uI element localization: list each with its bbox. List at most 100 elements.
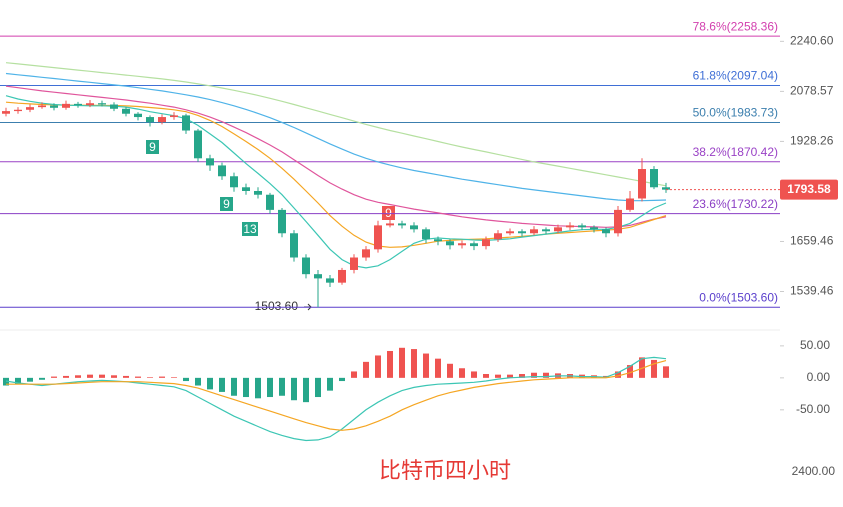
- macd-bar: [531, 372, 537, 378]
- macd-bar: [147, 377, 153, 378]
- candle-body: [230, 176, 238, 188]
- last-price-tag: [780, 179, 838, 200]
- macd-bar: [435, 358, 441, 378]
- td-marker-box: [220, 197, 233, 211]
- macd-bar: [87, 374, 93, 378]
- macd-bar: [363, 361, 369, 378]
- y-tick-label: 50.00: [800, 338, 830, 352]
- macd-bar: [135, 376, 141, 378]
- candle-body: [482, 239, 490, 247]
- candle-body: [98, 103, 106, 105]
- candle-body: [662, 187, 670, 190]
- candle-body: [602, 229, 610, 234]
- candle-body: [566, 225, 574, 228]
- candle-body: [38, 105, 46, 108]
- macd-bar: [447, 363, 453, 378]
- macd-bar: [231, 377, 237, 396]
- candle-body: [158, 117, 166, 123]
- macd-bar: [291, 377, 297, 401]
- moving-average: [5, 85, 667, 228]
- candle-body: [446, 241, 454, 246]
- y-tick-label: 1539.46: [790, 284, 834, 298]
- candle-body: [146, 117, 154, 123]
- candle-body: [2, 111, 10, 114]
- macd-bar: [399, 347, 405, 378]
- macd-bar: [111, 375, 117, 378]
- fib-label: 38.2%(1870.42): [693, 145, 778, 159]
- candle-body: [218, 165, 226, 177]
- candle-body: [326, 278, 334, 283]
- candle-body: [110, 104, 118, 109]
- candle-body: [494, 233, 502, 240]
- macd-bar: [423, 353, 429, 378]
- macd-bar: [51, 376, 57, 378]
- candle-body: [122, 108, 130, 114]
- macd-bar: [387, 350, 393, 378]
- bottom-axis-label: 2400.00: [792, 464, 836, 478]
- candle-body: [266, 194, 274, 210]
- candle-body: [614, 209, 622, 234]
- moving-average: [5, 62, 667, 187]
- candle-body: [530, 229, 538, 234]
- y-tick-label: 1928.26: [790, 134, 834, 148]
- candle-body: [470, 243, 478, 247]
- macd-bar: [375, 355, 381, 378]
- macd-bar: [195, 377, 201, 386]
- y-tick-label: 2240.60: [790, 34, 834, 48]
- candle-body: [170, 115, 178, 118]
- td-marker: 9: [223, 197, 230, 211]
- macd-bar: [15, 377, 21, 385]
- macd-bar: [615, 371, 621, 378]
- macd-bar: [27, 377, 33, 382]
- fib-label: 23.6%(1730.22): [693, 197, 778, 211]
- candle-body: [650, 169, 658, 188]
- candle-body: [206, 158, 214, 166]
- y-tick-label: 1659.46: [790, 234, 834, 248]
- candle-body: [338, 269, 346, 283]
- candle-body: [362, 249, 370, 258]
- candle-body: [590, 227, 598, 230]
- y-tick-label: 0.00: [807, 370, 831, 384]
- moving-average: [5, 72, 667, 202]
- moving-average: [5, 95, 667, 269]
- chart-title: 比特币四小时: [379, 458, 511, 483]
- td-marker-box: [242, 222, 258, 236]
- candle-body: [290, 233, 298, 258]
- candle-body: [374, 225, 382, 250]
- candle-body: [386, 223, 394, 226]
- y-tick-label: -50.00: [796, 402, 830, 416]
- macd-bar: [63, 375, 69, 378]
- candle-body: [410, 225, 418, 230]
- y-tick-label: 2078.57: [790, 84, 834, 98]
- candle-body: [554, 227, 562, 232]
- macd-bar: [207, 377, 213, 390]
- candle-body: [182, 115, 190, 131]
- td-marker-box: [146, 140, 159, 154]
- macd-bar: [519, 374, 525, 378]
- fib-label: 78.6%(2258.36): [693, 19, 778, 33]
- candle-body: [194, 130, 202, 159]
- macd-bar: [279, 377, 285, 396]
- macd-bar: [495, 374, 501, 378]
- macd-bar: [171, 377, 177, 378]
- candle-body: [626, 198, 634, 210]
- td-marker: 9: [149, 140, 156, 154]
- low-label: 1503.60: [255, 299, 299, 313]
- macd-bar: [471, 371, 477, 378]
- candle-body: [278, 209, 286, 234]
- macd-bar: [267, 377, 273, 398]
- candle-body: [542, 229, 550, 232]
- macd-bar: [411, 349, 417, 378]
- macd-bar: [327, 377, 333, 391]
- td-marker-box: [382, 206, 395, 220]
- macd-bar: [339, 377, 345, 382]
- macd-bar: [75, 375, 81, 378]
- candle-body: [134, 113, 142, 118]
- fib-label: 50.0%(1983.73): [693, 106, 778, 120]
- macd-bar: [99, 374, 105, 378]
- macd-bar: [159, 376, 165, 378]
- candle-body: [242, 187, 250, 191]
- last-price-label: 1793.58: [787, 182, 831, 196]
- macd-bar: [543, 372, 549, 378]
